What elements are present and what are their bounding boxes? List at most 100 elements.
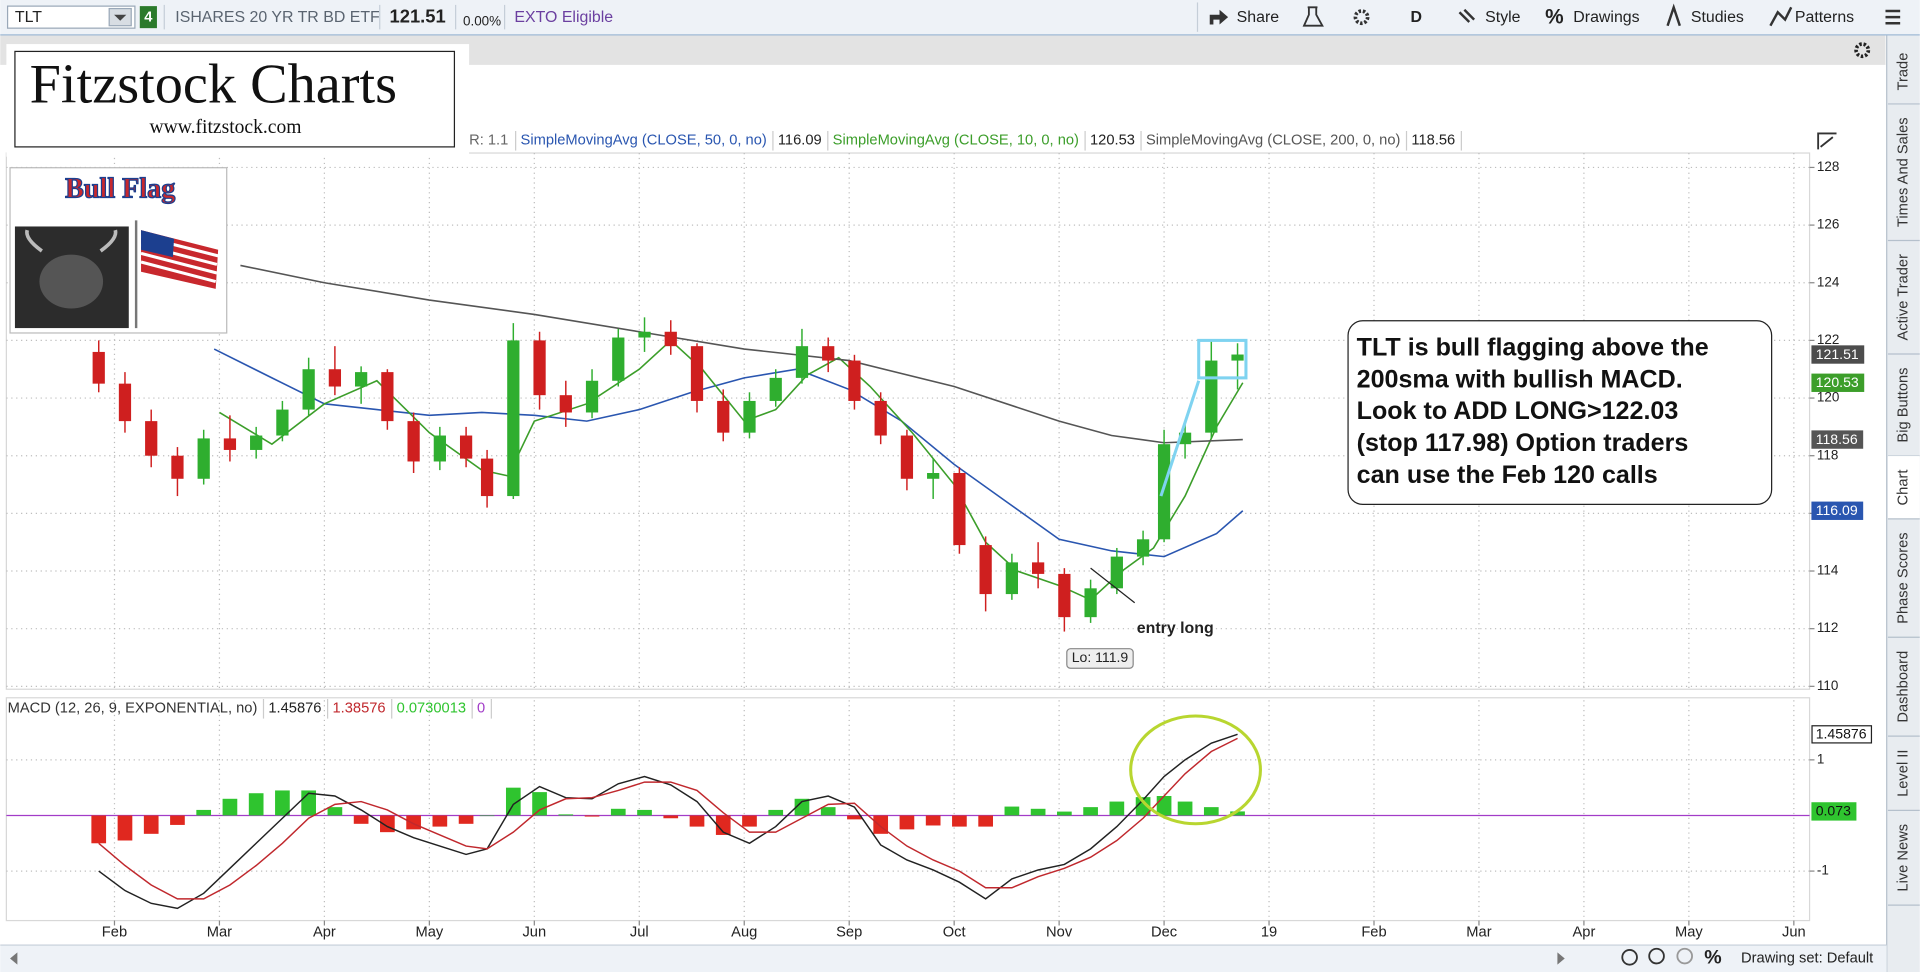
moving-average [219, 339, 1244, 601]
histogram-bar [925, 815, 941, 826]
candle-body [953, 473, 966, 546]
macd-line [98, 733, 1238, 910]
histogram-bar [715, 815, 731, 835]
flag-pole-drawing [1159, 380, 1201, 497]
toolbar [0, 0, 1920, 36]
y-tick-label: 124 [1817, 274, 1840, 289]
style-icon[interactable] [1458, 8, 1476, 23]
histogram-bar [584, 815, 600, 817]
percent-toggle[interactable]: % [1704, 947, 1721, 969]
side-tab[interactable]: Live News [1896, 824, 1912, 892]
callout-line: 200sma with bullish MACD. [1357, 365, 1683, 393]
logo-frame [14, 50, 456, 148]
histogram-bar [1030, 808, 1046, 816]
patterns-icon[interactable] [1769, 6, 1793, 27]
low-label-box [1066, 648, 1134, 669]
side-tab[interactable]: Level II [1896, 750, 1912, 797]
candle-body [717, 400, 730, 433]
y-tick-label: 1 [1817, 751, 1824, 766]
side-tab[interactable]: Big Buttons [1896, 367, 1912, 442]
x-tick-label: Apr [1572, 925, 1595, 941]
side-tab[interactable]: Active Trader [1896, 254, 1912, 341]
macd-highlight [1129, 714, 1262, 826]
flask-icon[interactable] [1302, 6, 1324, 27]
y-tick-label: 126 [1817, 217, 1839, 232]
link-badge[interactable] [139, 6, 157, 29]
studies-icon[interactable] [1666, 3, 1681, 27]
bull-shape [39, 254, 104, 309]
crosshair-tool[interactable] [1621, 949, 1638, 966]
histogram-bar [1083, 807, 1098, 816]
candle-body [664, 331, 677, 347]
histogram-bar [1156, 796, 1172, 816]
side-tab[interactable]: Trade [1896, 53, 1912, 91]
drawings-icon[interactable]: % [1545, 5, 1564, 28]
side-tab[interactable]: Dashboard [1896, 651, 1912, 723]
logo-url: www.fitzstock.com [149, 117, 301, 138]
candle-body [690, 346, 704, 401]
symbol[interactable]: TLT [15, 9, 42, 26]
x-tick-label: Jun [1782, 925, 1806, 941]
legend-value: 0 [477, 701, 485, 717]
x-tick-label: Oct [943, 925, 966, 941]
x-tick-label: 19 [1261, 925, 1277, 941]
callout-line: (stop 117.98) Option traders [1357, 429, 1689, 457]
candle-body [250, 435, 263, 450]
description: ISHARES 20 YR TR BD ETF [175, 9, 380, 26]
drawing-set[interactable]: Drawing set: Default [1741, 950, 1873, 966]
flag-stripes [140, 234, 219, 284]
exto: EXTO Eligible [514, 9, 613, 26]
candle-body [1157, 444, 1171, 540]
histogram-bar [742, 815, 757, 827]
candle-body [355, 372, 368, 387]
x-tick-label: Jun [522, 925, 546, 941]
candle-body [638, 331, 651, 338]
axis-tool[interactable] [1817, 132, 1837, 150]
x-tick-label: Nov [1046, 925, 1073, 941]
studies-button[interactable]: Studies [1691, 9, 1744, 26]
callout: TLT is bull flagging above the 200sma wit… [1357, 334, 1709, 489]
histogram-bar [143, 815, 159, 834]
drawings-button[interactable]: Drawings [1573, 9, 1639, 26]
candle-body [171, 455, 184, 479]
x-tick-label: Dec [1151, 925, 1177, 941]
candle-body [927, 473, 940, 479]
chart-layer: Feb Mar Apr May Jun Jul Aug Sep Oct Nov Dec 19 Feb Ma… [6, 130, 1873, 941]
candle-body [1005, 562, 1019, 595]
histogram-bar [558, 814, 574, 816]
zoom-in[interactable] [1648, 947, 1665, 965]
candle-body [1136, 539, 1150, 557]
legend-value: 116.09 [778, 133, 822, 149]
patterns-button[interactable]: Patterns [1795, 9, 1854, 26]
share-icon[interactable] [1209, 9, 1229, 25]
candle-body [822, 346, 835, 361]
histogram-bar [1057, 811, 1072, 816]
side-tab[interactable]: Chart [1896, 470, 1912, 506]
zoom-out[interactable] [1676, 947, 1693, 965]
aggregation[interactable]: D [1410, 9, 1422, 26]
histogram-bar [637, 809, 652, 816]
candle-body [223, 438, 237, 450]
legend-value: 120.53 [1090, 133, 1135, 149]
candle-body [507, 340, 520, 497]
x-tick-label: Feb [102, 925, 127, 941]
x-tick-label: Apr [313, 925, 336, 941]
legend-value: 1.45876 [268, 701, 321, 717]
image-title: Bull Flag [65, 173, 175, 204]
chart-settings[interactable] [1854, 42, 1871, 59]
legend-name: SimpleMovingAvg (CLOSE, 200, 0, no) [1146, 133, 1400, 149]
active-tab [1887, 456, 1920, 519]
menu-icon[interactable] [1885, 9, 1901, 25]
candle-body [743, 400, 756, 433]
histogram-bar [327, 807, 343, 816]
diff-badge-label: 0.073 [1816, 803, 1851, 819]
share-button[interactable]: Share [1237, 9, 1280, 26]
symbol-input[interactable] [6, 5, 136, 29]
histogram-bar [1004, 806, 1020, 816]
side-tab[interactable]: Times And Sales [1896, 117, 1912, 227]
side-tab[interactable]: Phase Scores [1896, 532, 1912, 623]
candle-body [1084, 588, 1097, 618]
legend-value: 1.38576 [332, 701, 385, 717]
style-button[interactable]: Style [1485, 9, 1521, 26]
candle-body [979, 545, 992, 595]
